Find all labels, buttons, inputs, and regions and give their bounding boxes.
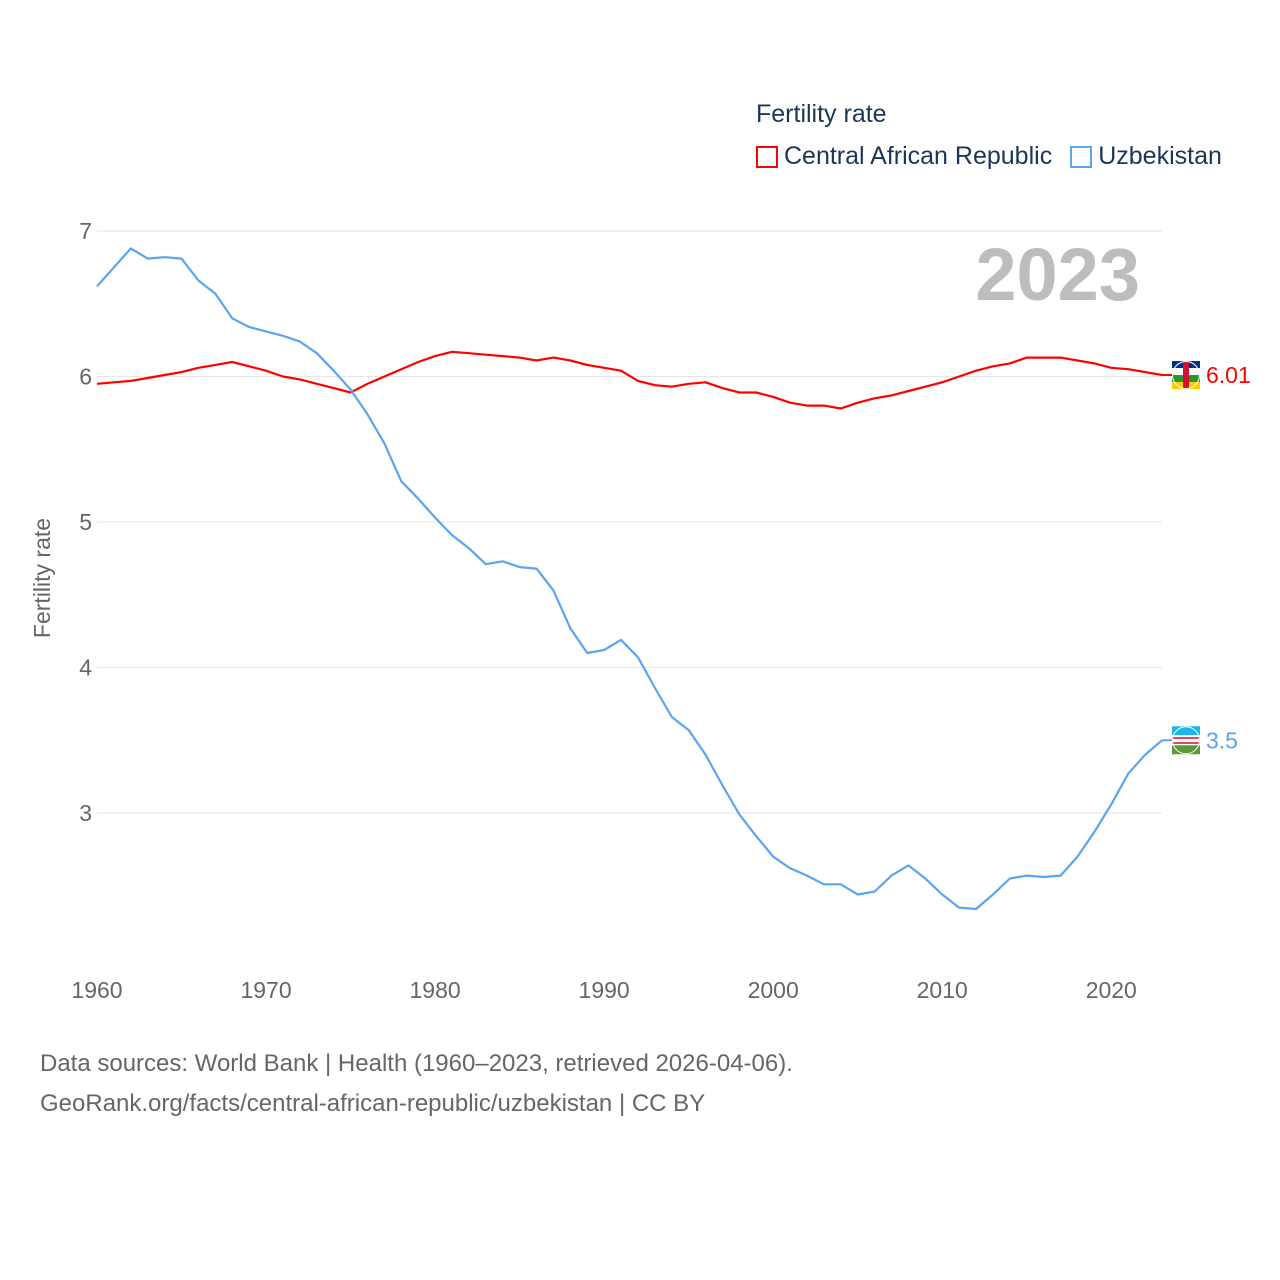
year-label: 2023 bbox=[975, 233, 1140, 316]
y-tick-label: 4 bbox=[79, 655, 92, 681]
x-tick-label: 1990 bbox=[579, 977, 630, 1003]
legend-swatch bbox=[756, 145, 778, 168]
legend: Central African Republic Uzbekistan bbox=[756, 142, 1222, 171]
series-line-central-african-republic bbox=[96, 350, 1163, 410]
y-tick-label: 6 bbox=[79, 364, 92, 390]
flag-stripe bbox=[1172, 745, 1200, 755]
y-tick-label: 3 bbox=[79, 800, 92, 826]
end-value-label: 3.5 bbox=[1206, 727, 1238, 753]
legend-item-central-african-republic[interactable]: Central African Republic bbox=[756, 142, 1052, 171]
flag-stripe bbox=[1172, 742, 1200, 744]
flag-stripe bbox=[1172, 735, 1200, 746]
legend-label: Uzbekistan bbox=[1098, 142, 1222, 170]
x-tick-label: 2010 bbox=[917, 977, 968, 1003]
flag-stripe bbox=[1172, 726, 1200, 736]
x-tick-label: 1970 bbox=[240, 977, 291, 1003]
y-axis-label: Fertility rate bbox=[29, 518, 55, 638]
flag-central-african-republic-icon bbox=[1172, 361, 1200, 390]
flag-stripe bbox=[1172, 737, 1200, 739]
legend-item-uzbekistan[interactable]: Uzbekistan bbox=[1070, 142, 1222, 171]
data-source-text: Data sources: World Bank | Health (1960–… bbox=[40, 1050, 793, 1077]
y-tick-label: 5 bbox=[79, 509, 92, 535]
y-tick-label: 7 bbox=[79, 218, 92, 244]
legend-swatch bbox=[1070, 145, 1093, 168]
flag-uzbekistan-icon bbox=[1172, 726, 1200, 755]
end-value-label: 6.01 bbox=[1206, 362, 1251, 388]
legend-label: Central African Republic bbox=[784, 142, 1053, 170]
flag-stripe bbox=[1183, 361, 1189, 390]
legend-title: Fertility rate bbox=[756, 100, 887, 128]
x-tick-label: 1960 bbox=[71, 977, 122, 1003]
attribution-link[interactable]: GeoRank.org/facts/central-african-republ… bbox=[40, 1090, 706, 1117]
footer: Data sources: World Bank | Health (1960–… bbox=[40, 1044, 793, 1124]
x-tick-label: 1980 bbox=[410, 977, 461, 1003]
x-tick-label: 2020 bbox=[1086, 977, 1137, 1003]
x-tick-label: 2000 bbox=[748, 977, 799, 1003]
series-line-uzbekistan bbox=[96, 247, 1163, 911]
